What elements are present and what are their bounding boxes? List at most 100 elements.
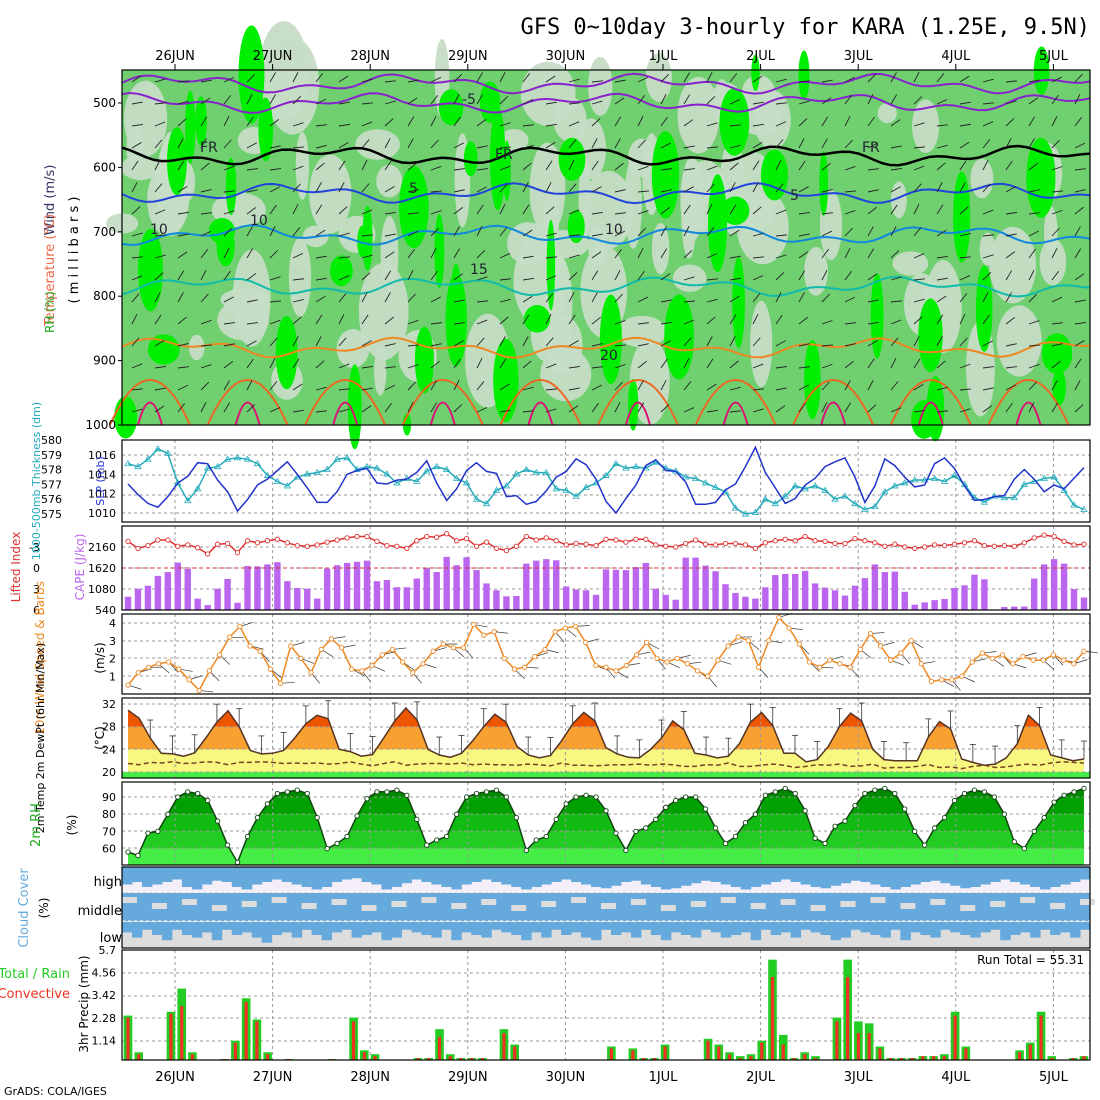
- cloud-low-bar: [281, 922, 293, 933]
- wind10m-series-point: [644, 639, 650, 646]
- cloud-low-bar: [660, 922, 672, 941]
- li-tick: -3: [29, 541, 40, 554]
- temp2m-label: 2m Temp 2m DewPt (6hr Min/Max): [34, 643, 47, 833]
- wind-barb: [361, 365, 373, 369]
- cloud-low-bar: [511, 922, 522, 935]
- thickness-series-point: [562, 486, 570, 493]
- cloud-low-bar: [960, 922, 971, 935]
- wind-barb: [706, 72, 713, 83]
- rh-moist-patch: [275, 316, 298, 390]
- wind-barb: [154, 292, 161, 303]
- rh2m-series-point: [1061, 792, 1067, 798]
- rh2m-series-point: [1031, 828, 1037, 835]
- wind-barb: [752, 363, 764, 369]
- rh2m-series-point: [941, 814, 948, 821]
- wind-barb: [1051, 380, 1058, 391]
- rh2m-series-point: [483, 789, 490, 795]
- wind10m-series-point: [298, 655, 304, 662]
- wind-barb: [637, 227, 646, 237]
- cape-bar: [443, 556, 450, 610]
- rh2m-series-point: [394, 787, 400, 793]
- contour-25c: [694, 379, 777, 426]
- wind-barb: [453, 340, 464, 347]
- wind10m-series-point: [328, 636, 335, 642]
- wind-barb: [476, 319, 488, 325]
- lifted-index-series-point: [165, 537, 171, 543]
- lifted-index-series-point: [473, 543, 480, 549]
- cape-bar: [981, 579, 988, 610]
- precip-conv-bar: [180, 1005, 184, 1060]
- cloud-high-bar: [660, 867, 672, 890]
- wind-barb: [200, 319, 212, 325]
- date-label-top: 3JUL: [844, 49, 874, 64]
- thickness-series-point: [930, 474, 939, 481]
- thickness-series-point: [801, 485, 809, 492]
- cloud-middle-gap: [301, 903, 317, 909]
- wind-barb: [246, 168, 258, 171]
- wind-barb: [315, 277, 327, 281]
- wind-barb: [522, 182, 529, 193]
- cape-bar: [911, 604, 918, 610]
- wind-barb: [269, 407, 281, 413]
- cloud-high-bar: [541, 867, 552, 885]
- thickness-series-point: [761, 495, 770, 502]
- wind-barb: [775, 209, 787, 215]
- wind10m-series-point: [308, 669, 314, 676]
- precip-run-total: Run Total = 55.31: [977, 953, 1084, 967]
- wind-barb: [890, 407, 902, 413]
- wind10m-series-point: [542, 646, 548, 653]
- wind-barb: [752, 408, 764, 413]
- thickness-tick: 578: [41, 464, 62, 477]
- rh2m-series-point: [931, 825, 938, 831]
- cloud-low-bar: [122, 922, 133, 933]
- wind-barb: [315, 162, 325, 171]
- wind10m-series-point: [267, 666, 274, 672]
- cloud-low-bar: [610, 922, 622, 935]
- wind-barb: [591, 292, 598, 303]
- wind-barb: [614, 230, 626, 237]
- wind-barb: [223, 380, 230, 391]
- thickness-tick: 575: [41, 508, 62, 521]
- wind-barb: [338, 206, 348, 215]
- wind-barb: [177, 138, 184, 149]
- cloud-low-bar: [980, 922, 991, 933]
- cape-bar: [134, 588, 142, 610]
- wind-barb: [1005, 343, 1017, 347]
- wind-barb: [660, 358, 668, 369]
- wind10m-series-point: [562, 625, 568, 631]
- rh2m-series-point: [732, 833, 739, 840]
- cape-bar: [592, 594, 600, 610]
- wind-barb: [683, 407, 695, 413]
- panel-frame: [121, 781, 1091, 866]
- precip-conv-bar: [1071, 1058, 1075, 1060]
- wind-barb: [384, 160, 392, 171]
- wind-barb: [1051, 227, 1060, 237]
- wind-barb: [200, 364, 212, 369]
- thickness-series-point: [303, 470, 311, 477]
- wind-barb: [706, 336, 713, 347]
- wind-barb: [223, 296, 234, 303]
- wind-barb: [246, 248, 253, 259]
- wind10m-series-point: [705, 673, 711, 679]
- cloud-high-bar: [421, 867, 432, 882]
- cloud-high-bar: [850, 867, 861, 881]
- rh2m-series-point: [792, 790, 798, 797]
- wind10m-series-point: [766, 637, 772, 644]
- cape-bar: [294, 587, 301, 610]
- wind-barb: [177, 80, 189, 83]
- thickness-tick: 577: [41, 478, 62, 491]
- cloud-low-bar: [221, 922, 233, 930]
- wind-barb: [338, 408, 350, 413]
- precip-conv-bar: [652, 1058, 656, 1060]
- contour-label: 5: [790, 188, 799, 204]
- wind-barb: [269, 381, 278, 391]
- footer-credit: GrADS: COLA/IGES: [4, 1085, 107, 1098]
- thickness-series-point: [502, 482, 511, 489]
- cloud-high-bar: [451, 867, 462, 890]
- wind-barb: [499, 358, 507, 369]
- wind-barb: [637, 116, 644, 127]
- cape-bar: [343, 562, 351, 610]
- wind-barb: [1005, 212, 1017, 215]
- wind-barb: [614, 138, 621, 149]
- cloud-low-bar: [720, 922, 732, 938]
